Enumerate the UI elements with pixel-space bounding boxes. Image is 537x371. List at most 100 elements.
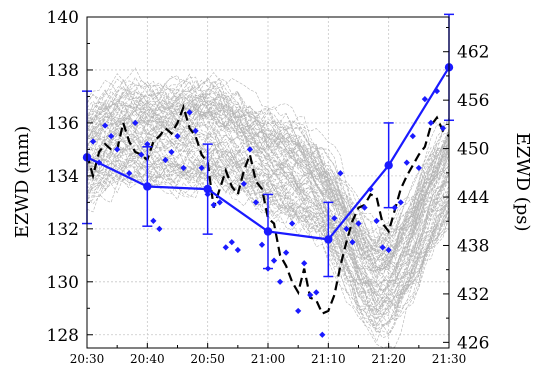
ensemble-line [86, 76, 450, 235]
ensemble-line [86, 82, 450, 271]
ensemble-line [86, 118, 450, 277]
scatter-point [234, 246, 241, 254]
scatter-point [150, 217, 157, 225]
y-tick-label-left: 128 [47, 326, 79, 346]
blue-point [143, 182, 152, 191]
scatter-point [295, 307, 302, 315]
scatter-point [246, 146, 254, 153]
scatter-point [180, 164, 187, 172]
ensemble-line [86, 76, 450, 255]
scatter-point [114, 146, 121, 153]
scatter-point [126, 170, 133, 177]
scatter-point [144, 140, 151, 148]
x-tick-label: 21:10 [311, 352, 346, 366]
scatter-point [138, 151, 145, 158]
ensemble-line [86, 104, 450, 275]
scatter-point [373, 217, 380, 225]
y-tick-label-right: 444 [457, 188, 489, 208]
scatter-point [108, 133, 115, 140]
scatter-point [282, 249, 290, 256]
ensemble-line [86, 73, 450, 250]
y-tick-label-right: 438 [457, 236, 489, 256]
scatter-point [403, 159, 410, 166]
scatter-point [319, 331, 326, 338]
scatter-point [313, 289, 320, 296]
scatter-point [289, 220, 296, 227]
y-tick-label-left: 136 [47, 114, 79, 134]
scatter-point [168, 148, 175, 156]
ensemble-line [86, 90, 450, 273]
y-tick-label-left: 134 [47, 167, 79, 187]
scatter-point [192, 127, 199, 134]
ensemble-line [86, 78, 450, 243]
ensemble-line [86, 98, 450, 247]
y-tick-label-left: 130 [47, 273, 79, 293]
blue-point [384, 161, 393, 170]
scatter-point [156, 225, 163, 232]
ensemble-line [86, 127, 450, 297]
scatter-point [174, 133, 181, 140]
scatter-point [355, 220, 362, 227]
ensemble-line [86, 84, 450, 265]
y-axis-label-left: EZWD (mm) [12, 126, 33, 238]
blue-point [324, 235, 333, 244]
x-tick-label: 20:50 [190, 352, 225, 366]
ensemble-line [86, 116, 450, 270]
scatter-point [216, 199, 223, 206]
ensemble-line [86, 138, 450, 286]
scatter-point [228, 238, 235, 246]
ensemble-line [86, 143, 450, 306]
ensemble-line [86, 91, 450, 245]
ensemble-line [86, 122, 450, 284]
ensemble-line [86, 98, 450, 269]
ensemble-line [86, 117, 450, 303]
ensemble-line [86, 135, 450, 305]
y-tick-label-right: 450 [457, 140, 489, 160]
scatter-point [307, 291, 314, 299]
scatter-point [162, 156, 169, 164]
scatter-point [186, 109, 193, 116]
ensemble-line [86, 74, 450, 233]
ensemble-line [86, 96, 450, 271]
x-tick-label: 21:20 [371, 352, 406, 366]
ensemble-line [86, 73, 450, 240]
ensemble-line [86, 94, 450, 251]
scatter-point [270, 257, 278, 264]
y-tick-label-right: 462 [457, 43, 489, 63]
ensemble-line [86, 101, 450, 283]
y-tick-label-left: 138 [47, 61, 79, 81]
ensemble-line [86, 91, 450, 260]
scatter-point [337, 170, 344, 177]
scatter-point [101, 122, 109, 129]
y-tick-label-right: 456 [457, 91, 489, 111]
scatter-point [222, 244, 229, 251]
x-tick-label: 20:30 [70, 352, 105, 366]
ensemble-line [86, 104, 450, 280]
ensemble-line [86, 103, 450, 270]
ensemble-line [86, 159, 450, 321]
ensemble-line [86, 91, 450, 278]
scatter-point [427, 119, 435, 127]
scatter-point [276, 278, 284, 285]
scatter-point [391, 204, 398, 211]
ensemble-line [86, 80, 450, 253]
scatter-point [361, 204, 368, 211]
blue-point [203, 184, 212, 194]
y-tick-label-left: 132 [47, 220, 79, 240]
ensemble-line [86, 87, 450, 253]
ensemble-line [86, 122, 450, 296]
x-tick-label: 20:40 [130, 352, 165, 366]
y-tick-label-right: 426 [457, 333, 489, 353]
scatter-point [397, 199, 404, 206]
y-tick-label-left: 140 [47, 8, 79, 28]
scatter-point [379, 244, 386, 251]
ensemble-line [86, 91, 450, 261]
scatter-point [132, 119, 139, 127]
x-tick-label: 21:30 [432, 352, 467, 366]
scatter-point [89, 138, 97, 145]
scatter-point [409, 133, 416, 140]
scatter-point [301, 260, 308, 267]
blue-point [263, 227, 273, 236]
ensemble-line [86, 72, 450, 246]
